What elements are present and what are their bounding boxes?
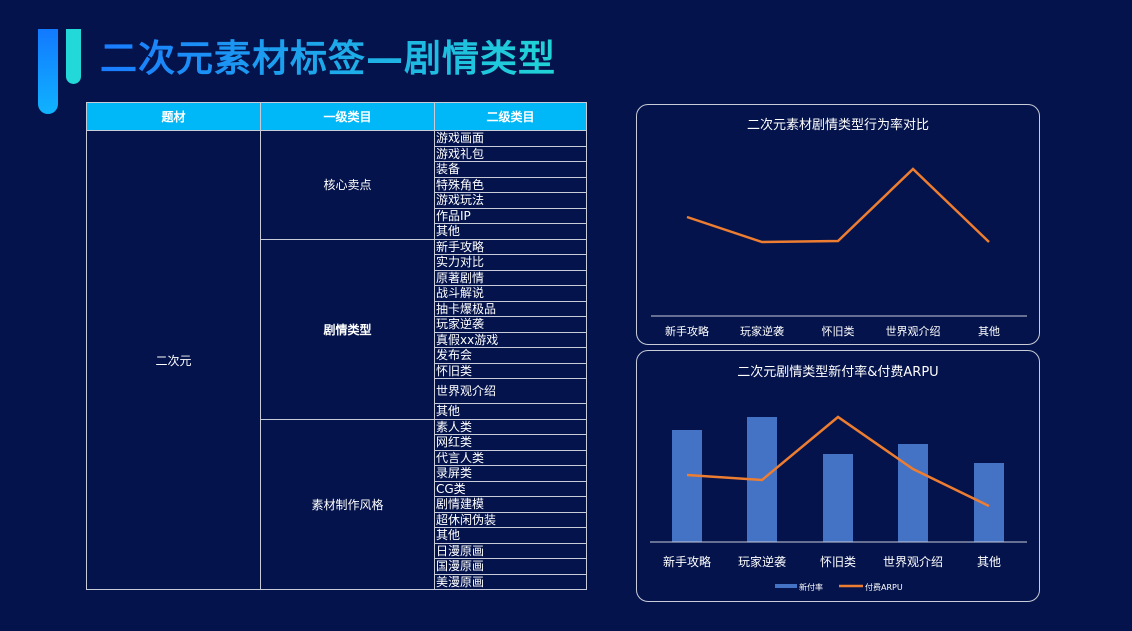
- legend-label: 新付率: [799, 582, 823, 592]
- level1-cell: 核心卖点: [260, 130, 435, 240]
- level2-cell: 原著剧情: [434, 269, 587, 286]
- page-title: 二次元素材标签—剧情类型: [100, 28, 556, 82]
- x-tick-label: 世界观介绍: [883, 555, 943, 569]
- level2-cell: 其他: [434, 223, 587, 240]
- table-row: 真假xx游戏: [87, 331, 587, 348]
- header-level2: 二级类目: [434, 102, 587, 131]
- x-tick-label: 其他: [977, 555, 1001, 569]
- level2-cell: 抽卡爆极品: [434, 300, 587, 317]
- level2-cell: 网红类: [434, 434, 587, 451]
- level2-cell: 游戏礼包: [434, 145, 587, 162]
- table-row: 其他: [87, 527, 587, 544]
- x-tick-label: 世界观介绍: [886, 324, 941, 338]
- bar: [974, 463, 1004, 542]
- level2-cell: 素人类: [434, 418, 587, 435]
- level2-cell: 超休闲伪装: [434, 511, 587, 528]
- level2-cell: 实力对比: [434, 254, 587, 271]
- table-row: 国漫原画: [87, 558, 587, 575]
- header-level1: 一级类目: [260, 102, 435, 131]
- level2-cell: CG类: [434, 480, 587, 497]
- level2-cell: 其他: [434, 527, 587, 544]
- level2-cell: 世界观介绍: [434, 378, 587, 404]
- x-tick-label: 玩家逆袭: [738, 554, 786, 569]
- table-row: 美漫原画: [87, 573, 587, 590]
- bar: [823, 454, 853, 542]
- table-row: 战斗解说: [87, 285, 587, 302]
- level2-cell: 录屏类: [434, 465, 587, 482]
- table-row: 剧情建模: [87, 496, 587, 513]
- level2-cell: 美漫原画: [434, 573, 587, 590]
- level1-cell: 素材制作风格: [260, 418, 435, 590]
- series-line: [686, 167, 990, 244]
- x-tick-label: 怀旧类: [822, 324, 855, 338]
- decor-bar-cyan: [66, 29, 81, 84]
- level2-cell: 游戏玩法: [434, 192, 587, 209]
- chart-title: 二次元剧情类型新付率&付费ARPU: [737, 364, 938, 380]
- level2-cell: 日漫原画: [434, 542, 587, 559]
- level2-cell: 游戏画面: [434, 130, 587, 147]
- level2-cell: 国漫原画: [434, 558, 587, 575]
- legend-swatch-bar: [775, 584, 797, 588]
- level2-cell: 新手攻略: [434, 238, 587, 255]
- table-row: 作品IP: [87, 207, 587, 224]
- level2-cell: 装备: [434, 161, 587, 178]
- chart-title: 二次元素材剧情类型行为率对比: [747, 117, 929, 133]
- level2-cell: 发布会: [434, 347, 587, 364]
- behavior-rate-chart: 二次元素材剧情类型行为率对比新手攻略 玩家逆袭 怀旧类 世界观介绍 其他: [636, 104, 1040, 345]
- table-row: 发布会: [87, 347, 587, 364]
- table-row: 二次元 核心卖点 游戏画面: [86, 130, 587, 590]
- level2-cell: 作品IP: [434, 207, 587, 224]
- level2-cell: 代言人类: [434, 449, 587, 466]
- level1-cell: 剧情类型: [260, 238, 435, 420]
- level2-cell: 特殊角色: [434, 176, 587, 193]
- bar: [898, 444, 928, 542]
- level2-cell: 真假xx游戏: [434, 331, 587, 348]
- bar: [672, 430, 702, 542]
- table-row: 素材制作风格 素人类: [87, 418, 587, 590]
- level2-cell: 战斗解说: [434, 285, 587, 302]
- x-tick-label: 怀旧类: [820, 555, 856, 569]
- category-table: 题材 一级类目 二级类目 二次元 核心卖点 游戏画面 游戏礼包 装备 特殊角色 游戏玩法 作品…: [86, 102, 587, 590]
- level2-cell: 玩家逆袭: [434, 316, 587, 333]
- table-row: 世界观介绍: [87, 378, 587, 404]
- x-tick-label: 玩家逆袭: [740, 324, 784, 338]
- pay-rate-arpu-chart: 二次元剧情类型新付率&付费ARPU 新手攻略 玩家逆袭 怀旧类 世界观介绍 其他新付率 付费…: [636, 350, 1040, 602]
- header-topic: 题材: [86, 102, 261, 131]
- table-row: 原著剧情: [87, 269, 587, 286]
- table-row: 剧情类型 新手攻略: [87, 238, 587, 420]
- x-tick-label: 其他: [978, 325, 1000, 338]
- level2-cell: 其他: [434, 403, 587, 420]
- level2-cell: 剧情建模: [434, 496, 587, 513]
- legend-label: 付费ARPU: [865, 582, 903, 592]
- decor-bar-blue: [38, 29, 58, 114]
- level2-cell: 怀旧类: [434, 362, 587, 379]
- x-tick-label: 新手攻略: [665, 324, 709, 338]
- topic-cell: 二次元: [86, 130, 261, 590]
- x-tick-label: 新手攻略: [663, 554, 711, 569]
